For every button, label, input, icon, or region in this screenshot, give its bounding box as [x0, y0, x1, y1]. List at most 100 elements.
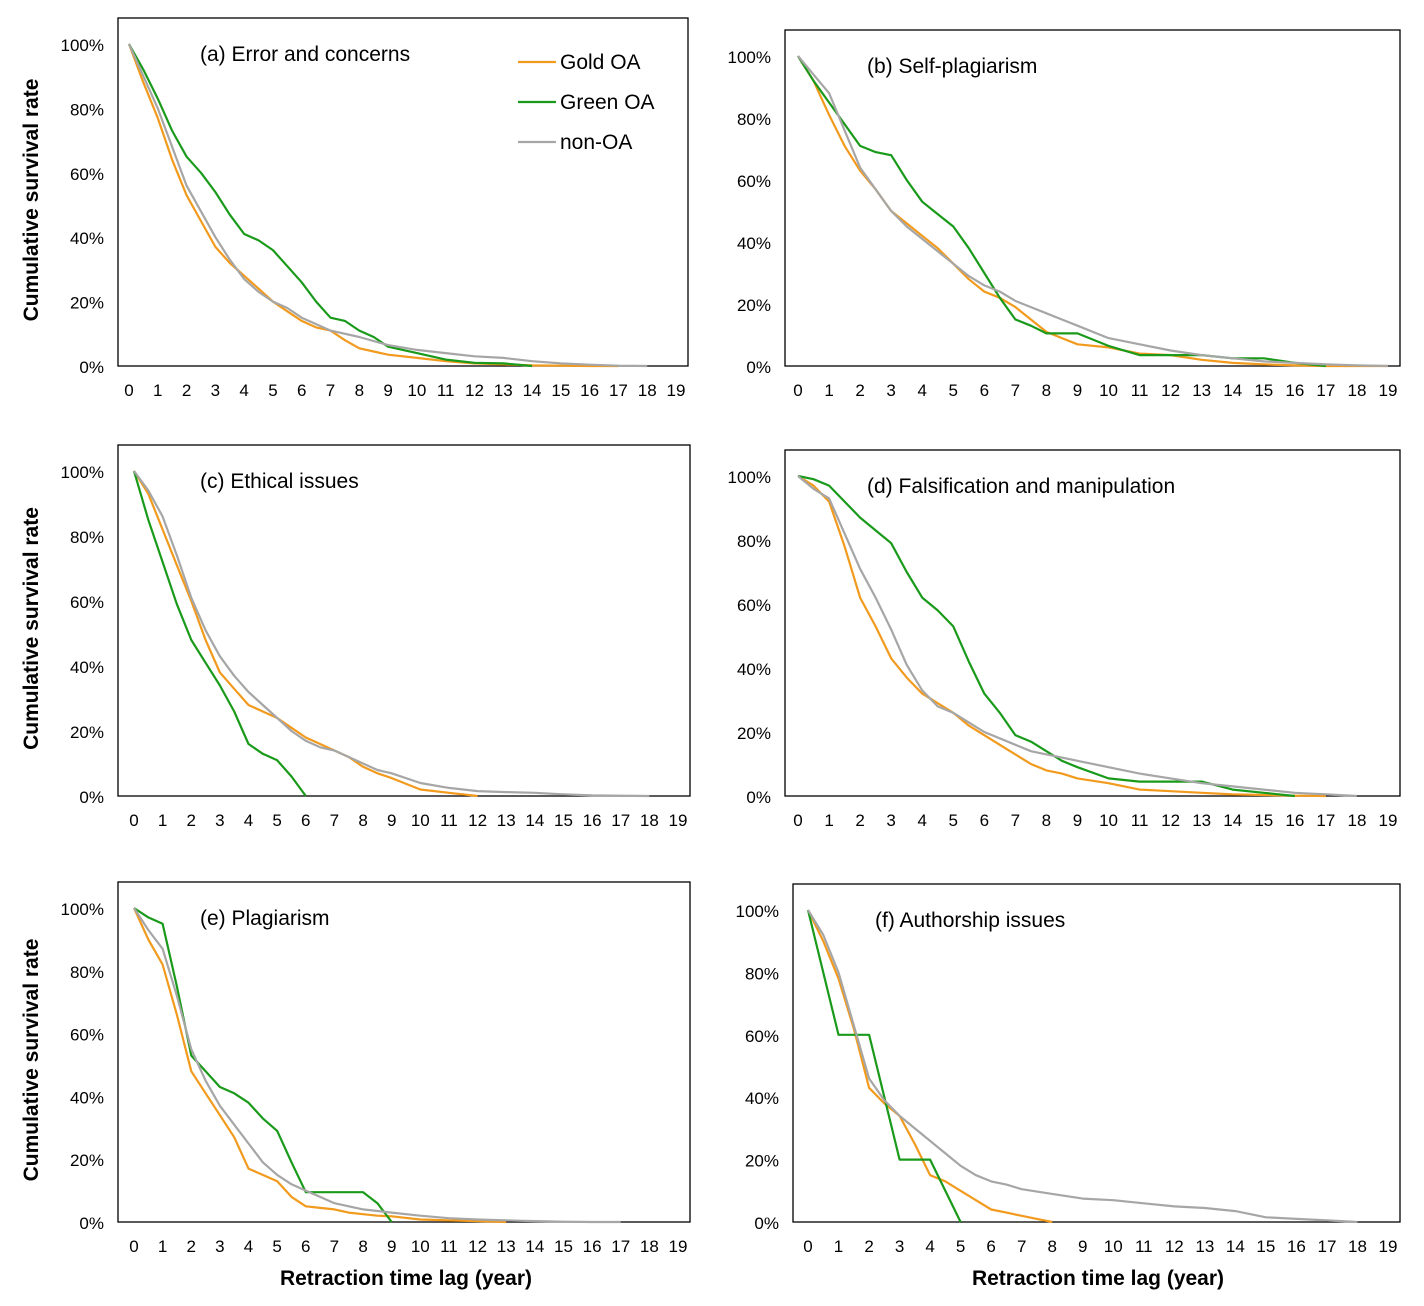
y-tick-label: 20% — [737, 296, 771, 315]
x-tick-label: 5 — [949, 811, 958, 830]
y-tick-label: 0% — [746, 358, 771, 377]
x-tick-label: 3 — [215, 1237, 224, 1256]
x-tick-label: 3 — [215, 811, 224, 830]
x-tick-label: 5 — [272, 1237, 281, 1256]
x-tick-label: 3 — [895, 1237, 904, 1256]
panel-title: (d) Falsification and manipulation — [867, 475, 1175, 498]
x-tick-label: 13 — [1195, 1237, 1214, 1256]
legend-label-gold: Gold OA — [560, 51, 641, 74]
x-tick-label: 13 — [497, 811, 516, 830]
series-line-nonoa — [133, 470, 650, 798]
y-tick-label: 20% — [70, 723, 104, 742]
x-tick-label: 10 — [411, 811, 430, 830]
x-tick-label: 14 — [525, 1237, 544, 1256]
y-tick-label: 60% — [70, 593, 104, 612]
x-tick-label: 16 — [580, 381, 599, 400]
x-tick-label: 3 — [886, 381, 895, 400]
x-tick-label: 11 — [440, 1237, 458, 1256]
x-tick-label: 8 — [355, 381, 364, 400]
legend-label-nonoa: non-OA — [560, 131, 632, 154]
y-tick-label: 20% — [745, 1152, 779, 1171]
y-tick-label: 0% — [79, 1214, 104, 1233]
x-tick-label: 17 — [1316, 381, 1335, 400]
x-tick-label: 0 — [803, 1237, 812, 1256]
x-tick-label: 11 — [1135, 1237, 1153, 1256]
x-tick-label: 14 — [1223, 811, 1242, 830]
x-tick-label: 16 — [1287, 1237, 1306, 1256]
y-axis-label: Cumulative survival rate — [20, 79, 43, 322]
plot-frame — [784, 449, 1401, 797]
series-line-green — [132, 470, 307, 797]
x-tick-label: 9 — [1078, 1237, 1087, 1256]
x-tick-label: 4 — [244, 1237, 253, 1256]
y-tick-label: 60% — [737, 596, 771, 615]
x-tick-label: 8 — [1042, 381, 1051, 400]
series-line-gold — [132, 907, 507, 1224]
x-tick-label: 12 — [468, 811, 487, 830]
series-line-nonoa — [127, 43, 648, 368]
panel-title: (e) Plagiarism — [200, 907, 330, 930]
x-tick-label: 2 — [855, 381, 864, 400]
x-tick-label: 19 — [669, 811, 688, 830]
x-tick-label: 15 — [1254, 381, 1273, 400]
x-tick-label: 17 — [611, 1237, 630, 1256]
x-tick-label: 9 — [1073, 811, 1082, 830]
y-axis-label: Cumulative survival rate — [20, 939, 43, 1182]
x-tick-label: 19 — [1379, 381, 1398, 400]
x-tick-label: 13 — [497, 1237, 516, 1256]
x-tick-label: 11 — [1131, 381, 1149, 400]
x-tick-label: 8 — [1042, 811, 1051, 830]
x-tick-label: 10 — [411, 1237, 430, 1256]
x-tick-label: 12 — [1161, 811, 1180, 830]
chart-panel-4: 0%20%40%60%80%100%0 1 2 3 4 5 6 7 8 9 10 11 12 13 14 15… — [728, 449, 1401, 830]
x-tick-label: 1 — [834, 1237, 843, 1256]
x-tick-label: 11 — [437, 381, 455, 400]
x-tick-label: 1 — [158, 811, 167, 830]
chart-panel-6: 0%20%40%60%80%100%0 1 2 3 4 5 6 7 8 9 10 11 12 13 14 15… — [736, 883, 1401, 1290]
chart-panel-5: 0%20%40%60%80%100%0 1 2 3 4 5 6 7 8 9 10 11 12 13 14 15… — [20, 881, 691, 1290]
y-tick-label: 0% — [79, 788, 104, 807]
x-tick-label: 10 — [1099, 811, 1118, 830]
x-tick-label: 12 — [468, 1237, 487, 1256]
x-tick-label: 19 — [1379, 1237, 1398, 1256]
x-tick-label: 7 — [330, 811, 339, 830]
x-tick-label: 17 — [1316, 811, 1335, 830]
x-tick-label: 19 — [669, 1237, 688, 1256]
y-tick-label: 40% — [70, 658, 104, 677]
x-tick-label: 4 — [917, 811, 926, 830]
y-tick-label: 40% — [70, 1088, 104, 1107]
x-tick-label: 4 — [917, 381, 926, 400]
series-line-green — [797, 474, 1295, 798]
y-tick-label: 100% — [61, 900, 104, 919]
x-tick-label: 6 — [297, 381, 306, 400]
x-tick-label: 10 — [1104, 1237, 1123, 1256]
x-tick-label: 2 — [864, 1237, 873, 1256]
x-tick-label: 1 — [158, 1237, 167, 1256]
series-line-gold — [807, 909, 1053, 1224]
x-tick-label: 0 — [124, 381, 133, 400]
x-axis-label: Retraction time lag (year) — [280, 1267, 532, 1290]
plot-frame — [117, 881, 691, 1223]
x-tick-label: 6 — [986, 1237, 995, 1256]
x-tick-label: 16 — [1285, 811, 1304, 830]
x-tick-label: 2 — [182, 381, 191, 400]
x-tick-label: 13 — [1192, 811, 1211, 830]
y-tick-label: 100% — [736, 902, 779, 921]
x-tick-label: 10 — [1099, 381, 1118, 400]
x-tick-label: 2 — [187, 1237, 196, 1256]
x-tick-label: 15 — [1254, 811, 1273, 830]
y-tick-label: 40% — [70, 229, 104, 248]
y-tick-label: 100% — [728, 48, 771, 67]
x-tick-label: 9 — [383, 381, 392, 400]
y-tick-label: 20% — [737, 724, 771, 743]
y-tick-label: 80% — [737, 532, 771, 551]
x-tick-label: 0 — [129, 1237, 138, 1256]
panel-title: (a) Error and concerns — [200, 43, 410, 66]
x-tick-label: 7 — [1017, 1237, 1026, 1256]
y-tick-label: 40% — [737, 234, 771, 253]
x-tick-label: 8 — [1047, 1237, 1056, 1256]
x-tick-label: 16 — [583, 1237, 602, 1256]
x-tick-label: 5 — [268, 381, 277, 400]
y-tick-label: 40% — [737, 660, 771, 679]
